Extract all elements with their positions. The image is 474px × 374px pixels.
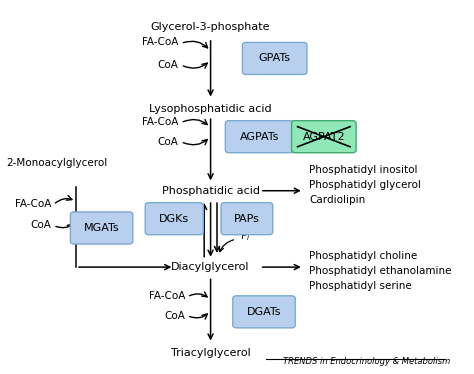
Text: Phosphatidyl glycerol: Phosphatidyl glycerol (309, 180, 421, 190)
Text: Cardiolipin: Cardiolipin (309, 195, 365, 205)
Text: FA-CoA: FA-CoA (148, 291, 185, 301)
Text: Glycerol-3-phosphate: Glycerol-3-phosphate (151, 22, 270, 32)
Text: AGPAT2: AGPAT2 (302, 132, 345, 142)
Text: DGATs: DGATs (247, 307, 281, 317)
Text: Phosphatidyl choline: Phosphatidyl choline (309, 251, 417, 261)
Text: AGPATs: AGPATs (240, 132, 279, 142)
Text: CoA: CoA (31, 220, 52, 230)
Text: Lysophosphatidic acid: Lysophosphatidic acid (149, 104, 272, 114)
Text: Phosphatidyl inositol: Phosphatidyl inositol (309, 165, 418, 175)
Text: Phosphatidyl serine: Phosphatidyl serine (309, 281, 411, 291)
Text: MGATs: MGATs (84, 223, 119, 233)
Text: 2-Monoacylglycerol: 2-Monoacylglycerol (6, 158, 107, 168)
Text: Phosphatidyl ethanolamine: Phosphatidyl ethanolamine (309, 266, 451, 276)
FancyBboxPatch shape (292, 121, 356, 153)
Text: CoA: CoA (158, 137, 179, 147)
FancyBboxPatch shape (233, 296, 295, 328)
Text: CoA: CoA (164, 310, 185, 321)
Text: Triacylglycerol: Triacylglycerol (171, 348, 250, 358)
FancyBboxPatch shape (145, 203, 203, 235)
Text: PAPs: PAPs (234, 214, 260, 224)
FancyBboxPatch shape (242, 42, 307, 74)
Text: FA-CoA: FA-CoA (15, 199, 52, 209)
FancyBboxPatch shape (221, 203, 273, 235)
Text: Diacylglycerol: Diacylglycerol (171, 262, 250, 272)
Text: GPATs: GPATs (259, 53, 291, 64)
Text: TRENDS in Endocrinology & Metabolism: TRENDS in Endocrinology & Metabolism (283, 357, 450, 366)
FancyBboxPatch shape (71, 212, 133, 244)
Text: Phosphatidic acid: Phosphatidic acid (162, 186, 260, 196)
Text: CoA: CoA (158, 60, 179, 70)
Text: FA-CoA: FA-CoA (142, 117, 179, 127)
Text: FA-CoA: FA-CoA (142, 37, 179, 47)
Text: P$_i$: P$_i$ (240, 229, 250, 243)
Text: DGKs: DGKs (159, 214, 189, 224)
FancyBboxPatch shape (225, 121, 294, 153)
